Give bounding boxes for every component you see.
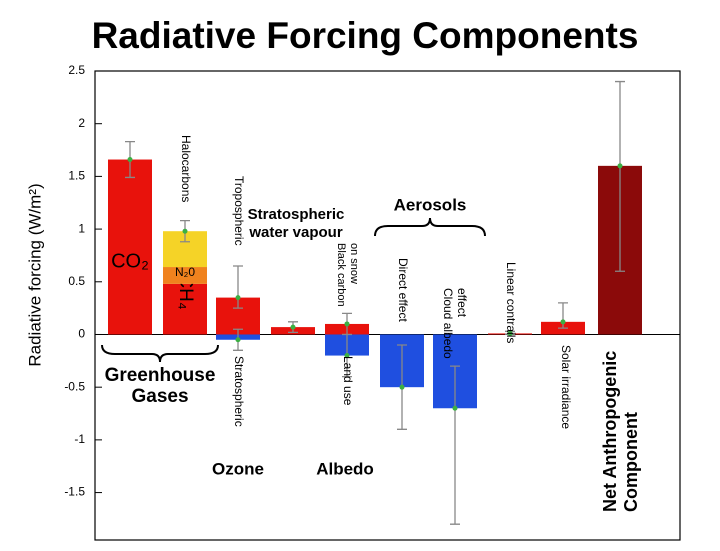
y-tick-label: -0.5 [64, 379, 85, 393]
group-label: Gases [131, 386, 188, 407]
error-center [399, 384, 405, 390]
chart-title: Radiative Forcing Components [92, 15, 639, 56]
y-tick-label: 1.5 [68, 169, 85, 183]
bar [108, 159, 152, 335]
bar-label: on snow [348, 243, 360, 284]
bar-label: N₂0 [175, 265, 195, 279]
group-label: Albedo [316, 459, 374, 478]
y-tick-label: 2.5 [68, 63, 85, 77]
bar-label: Direct effect [396, 258, 410, 322]
error-center [344, 353, 350, 359]
y-tick-label: -1 [74, 432, 85, 446]
bar-label: Land use [341, 356, 355, 406]
brace [374, 217, 486, 237]
error-center [617, 163, 623, 169]
y-tick-label: 0 [78, 327, 85, 341]
y-tick-label: 0.5 [68, 274, 85, 288]
y-tick-label: -1.5 [64, 485, 85, 499]
bar-label: Component [621, 412, 641, 512]
bar-label: Black carbon [335, 243, 347, 307]
bar-label: Stratospheric [248, 206, 345, 223]
bar [163, 283, 207, 335]
error-center [344, 321, 350, 327]
error-bar [615, 80, 625, 272]
error-bar [233, 265, 243, 309]
bar-label: Cloud albedo [441, 288, 455, 359]
bar-label: Halocarbons [179, 135, 193, 202]
error-center [452, 405, 458, 411]
bar-label: water vapour [248, 224, 343, 241]
bar-label: Solar irradiance [559, 345, 573, 429]
bar [163, 267, 207, 284]
y-axis-label: Radiative forcing (W/m²) [25, 183, 44, 366]
error-center [290, 324, 296, 330]
bar-label: Tropospheric [232, 176, 246, 246]
group-label: Ozone [212, 459, 264, 478]
bar-label: effect [455, 288, 469, 318]
error-center [182, 228, 188, 234]
plot-frame [94, 70, 681, 541]
brace [101, 344, 219, 363]
error-center [507, 330, 513, 336]
error-center [235, 295, 241, 301]
group-label: Greenhouse [105, 365, 216, 386]
error-center [235, 337, 241, 343]
bar-label: Stratospheric [232, 356, 246, 427]
y-tick-label: 2 [78, 116, 85, 130]
bar-label: CO₂ [111, 250, 149, 272]
bar-label: Net Anthropogenic [600, 351, 620, 512]
error-center [560, 319, 566, 325]
error-bar [450, 365, 460, 525]
error-center [127, 157, 133, 163]
group-label: Aerosols [394, 195, 467, 214]
bar-label: Linear contrails [504, 262, 518, 343]
y-tick-label: 1 [78, 221, 85, 235]
